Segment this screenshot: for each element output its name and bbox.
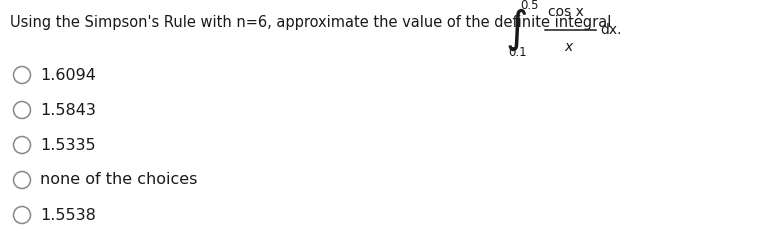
- Text: 1.5843: 1.5843: [40, 103, 96, 118]
- Text: 0.1: 0.1: [508, 45, 527, 59]
- Text: none of the choices: none of the choices: [40, 173, 197, 188]
- Text: $\int$: $\int$: [505, 7, 527, 53]
- Text: 1.6094: 1.6094: [40, 67, 96, 82]
- Text: Using the Simpson's Rule with n=6, approximate the value of the definite integra: Using the Simpson's Rule with n=6, appro…: [10, 15, 611, 29]
- Text: cos x: cos x: [548, 5, 584, 19]
- Text: 0.5: 0.5: [520, 0, 538, 11]
- Text: dx.: dx.: [600, 23, 621, 37]
- Text: 1.5335: 1.5335: [40, 137, 96, 152]
- Text: 1.5538: 1.5538: [40, 207, 96, 223]
- Text: x: x: [564, 40, 572, 54]
